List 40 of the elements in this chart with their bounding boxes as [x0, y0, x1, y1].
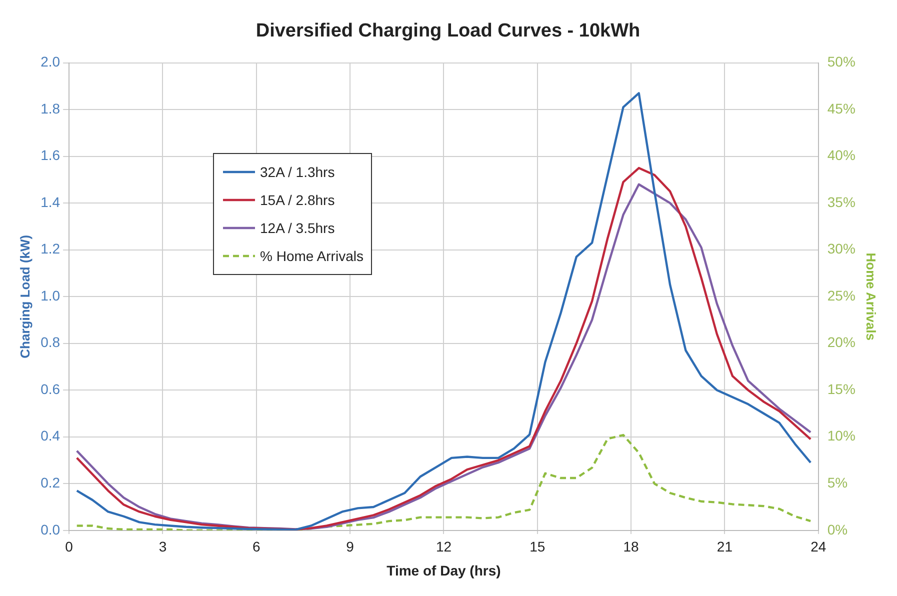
y-tick-label: 1.8 — [40, 100, 60, 116]
x-axis-title: Time of Day (hrs) — [386, 562, 501, 578]
chart-title: Diversified Charging Load Curves - 10kWh — [256, 20, 640, 42]
y2-tick-label: 0% — [827, 521, 848, 538]
y-tick-label: 1.4 — [40, 194, 60, 210]
x-tick-label: 0 — [65, 538, 74, 555]
x-tick-label: 12 — [436, 538, 452, 555]
legend-label: % Home Arrivals — [260, 247, 364, 266]
legend-label: 32A / 1.3hrs — [260, 163, 335, 182]
y2-tick-label: 20% — [827, 334, 856, 350]
line-series — [76, 434, 812, 530]
y2-tick-label: 10% — [827, 428, 856, 444]
y2-tick-label: 40% — [827, 147, 856, 164]
y2-tick-label: 45% — [827, 100, 856, 116]
x-tick-label: 9 — [346, 538, 354, 555]
y-tick-label: 1.0 — [40, 287, 60, 304]
y2-tick-label: 50% — [827, 54, 856, 70]
y2-tick-label: 30% — [827, 240, 856, 257]
x-tick-label: 21 — [716, 538, 733, 555]
y-tick-label: 2.0 — [40, 54, 60, 70]
y2-tick-label: 5% — [827, 474, 848, 490]
y2-tick-label: 25% — [827, 287, 856, 304]
legend-label: 15A / 2.8hrs — [260, 191, 335, 210]
x-tick-label: 3 — [158, 538, 167, 555]
x-tick-label: 6 — [252, 538, 260, 555]
x-tick-label: 18 — [623, 538, 640, 555]
y2-axis-title: Home Arrivals — [864, 252, 879, 340]
legend-label: 12A / 3.5hrs — [260, 219, 335, 238]
y-tick-label: 0.6 — [40, 380, 60, 397]
y-tick-label: 0.2 — [40, 474, 60, 490]
y-axis-title: Charging Load (kW) — [17, 234, 32, 358]
y2-tick-label: 35% — [827, 194, 856, 210]
y-tick-label: 0.0 — [40, 521, 60, 538]
x-tick-label: 15 — [530, 538, 546, 555]
y-tick-label: 1.6 — [40, 147, 60, 164]
y2-tick-label: 15% — [827, 380, 856, 397]
y-tick-label: 1.2 — [40, 240, 60, 257]
y-tick-label: 0.8 — [40, 334, 60, 350]
y-tick-label: 0.4 — [40, 428, 60, 444]
x-tick-label: 24 — [810, 538, 826, 555]
